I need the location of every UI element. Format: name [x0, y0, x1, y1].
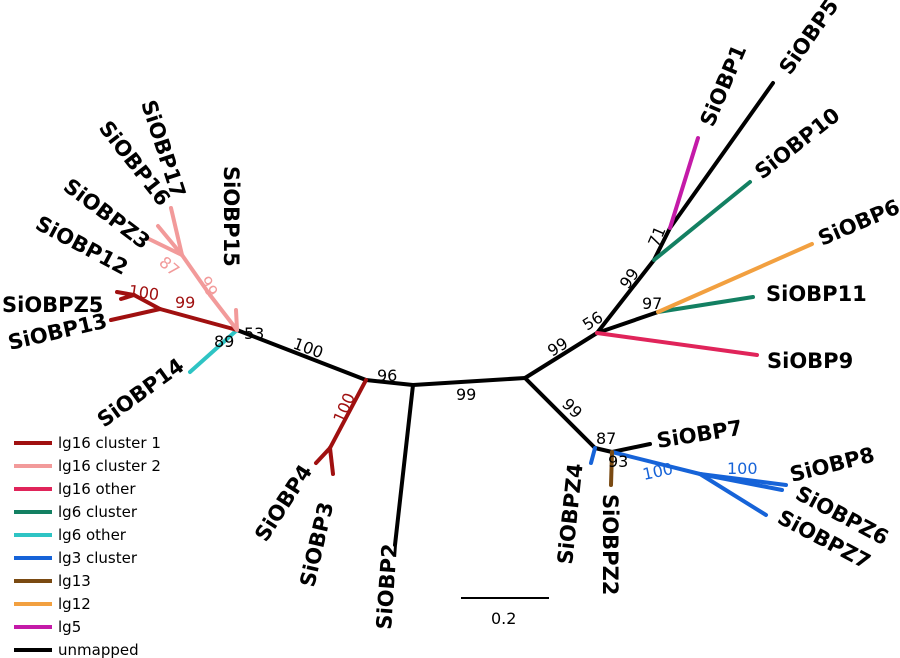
tree-branches [111, 83, 812, 545]
bootstrap-93: 93 [608, 452, 628, 471]
branch-siobp2 [395, 385, 413, 545]
branch-siobp15 [236, 310, 237, 330]
legend-item: lg3 cluster [14, 549, 138, 567]
legend-label: lg16 other [58, 480, 136, 498]
bootstrap-87-right: 87 [596, 429, 616, 448]
tip-siobp9: SiOBP9 [767, 349, 853, 373]
legend-label: lg13 [58, 572, 91, 590]
bootstrap-99-center: 99 [456, 385, 476, 404]
tip-siobp5: SiOBP5 [774, 0, 843, 79]
tip-siobp14: SiOBP14 [93, 353, 189, 432]
legend-item: lg6 other [14, 526, 127, 544]
tip-siobp10: SiOBP10 [750, 103, 844, 184]
legend-item: lg13 [14, 572, 91, 590]
branch-siobp7 [612, 444, 650, 452]
tip-siobp8: SiOBP8 [787, 443, 876, 487]
bootstrap-100-left: 100 [291, 334, 326, 362]
tip-siobpz2: SiOBPZ2 [598, 494, 622, 595]
legend-item: lg16 other [14, 480, 136, 498]
legend-label: lg6 other [58, 526, 127, 544]
branch-siobp4 [316, 448, 330, 463]
bootstrap-71: 71 [644, 223, 669, 249]
bootstrap-87-pink: 87 [155, 253, 183, 281]
bootstrap-100-lg16-c1-obp34: 100 [329, 390, 359, 426]
bootstrap-89: 89 [214, 332, 234, 351]
tip-siobp6: SiOBP6 [815, 195, 900, 251]
tip-siobpz4: SiOBPZ4 [553, 462, 587, 565]
branch-siobpz4 [591, 448, 595, 463]
branch-root-center [413, 378, 525, 385]
scale-bar: 0.2 [461, 598, 549, 628]
bootstrap-96: 96 [377, 366, 397, 385]
bootstrap-100-lg3-b: 100 [727, 459, 758, 478]
bootstrap-100-left-red: 100 [127, 281, 160, 304]
legend-label: unmapped [58, 641, 139, 658]
legend-item: lg16 cluster 1 [14, 434, 161, 452]
legend-label: lg3 cluster [58, 549, 138, 567]
legend: lg16 cluster 1 lg16 cluster 2 lg16 other… [14, 434, 161, 658]
legend-label: lg16 cluster 1 [58, 434, 161, 452]
tip-siobpz5: SiOBPZ5 [2, 293, 103, 317]
legend-item: lg6 cluster [14, 503, 138, 521]
bootstrap-97: 97 [642, 294, 662, 313]
legend-item: lg12 [14, 595, 91, 613]
tip-siobp11: SiOBP11 [766, 282, 867, 306]
tip-siobp1: SiOBP1 [696, 41, 752, 130]
branch-siobp13 [111, 309, 160, 320]
legend-item: unmapped [14, 641, 139, 658]
legend-label: lg6 cluster [58, 503, 138, 521]
scale-bar-label: 0.2 [491, 609, 516, 628]
branch-siobp9 [597, 333, 757, 355]
tip-siobp15: SiOBP15 [219, 166, 243, 267]
bootstrap-53: 53 [244, 324, 264, 343]
branch-siobp3 [330, 448, 333, 474]
bootstrap-99-left-red: 99 [175, 293, 195, 312]
branch-siobp10 [654, 182, 750, 260]
legend-label: lg12 [58, 595, 91, 613]
tip-siobp2: SiOBP2 [372, 543, 402, 631]
legend-label: lg5 [58, 618, 81, 636]
tip-siobp7: SiOBP7 [655, 416, 744, 453]
bootstrap-99-right-upper: 99 [544, 333, 571, 360]
legend-item: lg16 cluster 2 [14, 457, 161, 475]
legend-item: lg5 [14, 618, 81, 636]
legend-label: lg16 cluster 2 [58, 457, 161, 475]
bootstrap-100-lg3-a: 100 [641, 459, 675, 484]
tip-siobp3: SiOBP3 [295, 500, 338, 589]
branch-right-lower-99 [525, 378, 595, 448]
branch-siobp1 [670, 138, 698, 228]
bootstrap-99-upper: 99 [616, 265, 643, 293]
